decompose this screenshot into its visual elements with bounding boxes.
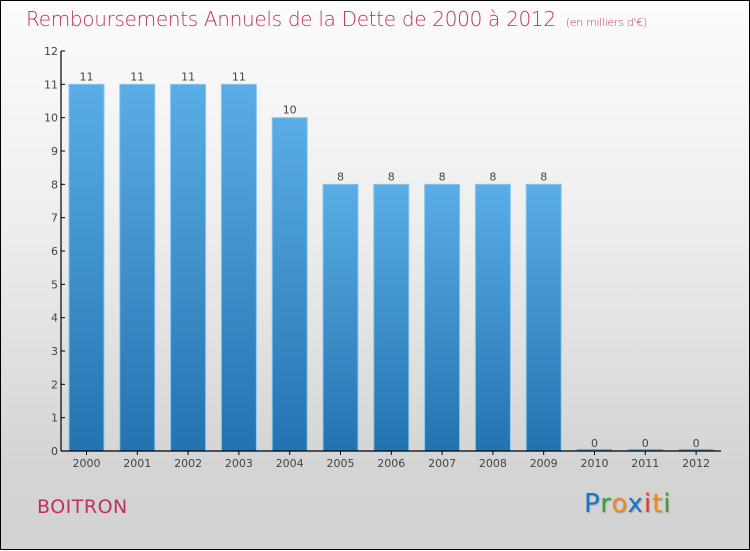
title-text: Remboursements Annuels de la Dette de 20… [26,7,556,31]
logo-letter: x [627,489,644,519]
y-tick-label: 11 [44,78,58,91]
y-tick-label: 8 [51,178,58,191]
x-tick-label: 2004 [276,457,304,470]
x-tick-label: 2008 [479,457,507,470]
logo-letter: t [652,489,664,519]
logo-letter: P [584,489,601,519]
bar-value-label: 8 [439,170,446,183]
commune-name: BOITRON [37,496,128,518]
y-tick-label: 3 [51,345,58,358]
logo-letter: i [643,489,653,519]
bar-value-label: 8 [337,170,344,183]
unit-note: (en milliers d'€) [565,16,647,29]
y-tick-label: 4 [51,312,58,325]
x-tick-label: 2007 [428,457,456,470]
bar-value-label: 8 [388,170,395,183]
bar-2006 [373,183,410,452]
x-tick-label: 2005 [327,457,355,470]
x-tick-label: 2000 [73,457,101,470]
chart-title: Remboursements Annuels de la Dette de 20… [26,7,647,31]
logo-letter: o [611,489,628,519]
bar-2007 [424,183,461,452]
bar-value-label: 11 [232,70,246,83]
y-tick-label: 6 [51,245,58,258]
logo-letter: r [600,489,612,519]
bar-value-label: 8 [540,170,547,183]
bar-value-label: 11 [181,70,195,83]
bar-2002 [170,83,207,452]
x-tick-label: 2009 [530,457,558,470]
y-tick-label: 5 [51,278,58,291]
x-tick-label: 2011 [631,457,659,470]
bar-2001 [119,83,156,452]
proxiti-logo: Proxiti [584,489,672,519]
x-tick-label: 2012 [682,457,710,470]
bar-value-label: 11 [80,70,94,83]
x-tick-label: 2006 [377,457,405,470]
bar-value-label: 0 [693,437,700,450]
bar-2008 [474,183,511,452]
logo-letter: i [663,489,672,519]
x-tick-label: 2010 [581,457,609,470]
bar-2000 [68,83,105,452]
y-tick-label: 2 [51,378,58,391]
y-tick-label: 12 [44,45,58,58]
y-tick-label: 7 [51,212,58,225]
bar-value-label: 11 [130,70,144,83]
bar-2009 [525,183,562,452]
y-tick-label: 1 [51,412,58,425]
bar-2004 [271,117,308,452]
bar-value-label: 0 [591,437,598,450]
y-tick-label: 0 [51,445,58,458]
y-tick-label: 10 [44,112,58,125]
y-tick-label: 9 [51,145,58,158]
bar-2003 [220,83,257,452]
bar-value-label: 10 [283,104,297,117]
bar-value-label: 0 [642,437,649,450]
x-tick-label: 2003 [225,457,253,470]
bar-value-label: 8 [489,170,496,183]
x-tick-label: 2001 [123,457,151,470]
x-tick-label: 2002 [174,457,202,470]
bar-2005 [322,183,359,452]
